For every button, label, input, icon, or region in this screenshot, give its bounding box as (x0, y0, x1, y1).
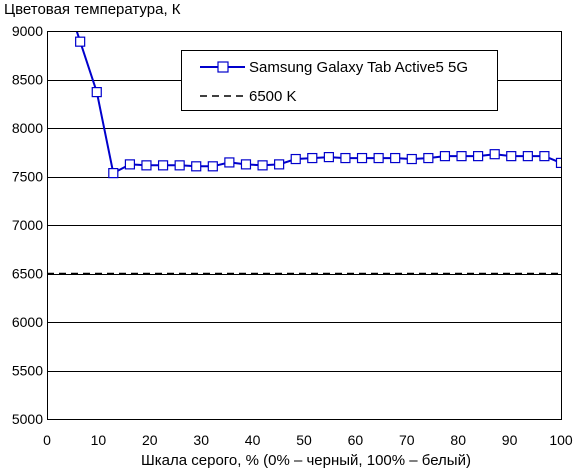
data-point-samsung (257, 160, 268, 171)
data-point-samsung (456, 151, 467, 162)
x-tick-label: 40 (245, 432, 261, 448)
data-point-samsung (240, 159, 252, 170)
series-layer (47, 31, 561, 275)
y-tick-label: 5000 (12, 411, 43, 427)
data-point-samsung (506, 151, 517, 162)
data-point-samsung (423, 152, 434, 164)
data-point-samsung (174, 160, 185, 171)
x-tick-label: 0 (43, 432, 51, 448)
x-tick-labels: 0 10 20 30 40 50 60 70 80 90 100 (43, 432, 573, 448)
data-point-samsung (157, 160, 169, 171)
data-point-samsung (539, 151, 550, 162)
data-point-samsung (489, 149, 500, 160)
legend-label-6500: 6500 K (249, 88, 297, 105)
data-point-samsung (373, 152, 384, 164)
x-tick-label: 70 (399, 432, 415, 448)
legend: Samsung Galaxy Tab Active5 5G 6500 K (181, 50, 498, 111)
y-tick-label: 9000 (12, 23, 43, 39)
data-point-samsung (406, 153, 417, 165)
y-tick-label: 8500 (12, 72, 43, 88)
x-tick-label: 90 (502, 432, 518, 448)
data-point-samsung (323, 152, 334, 163)
legend-marker-samsung (217, 61, 229, 73)
y-tick-labels: 5000 5500 6000 6500 7000 7500 8000 8500 9000 (12, 23, 43, 427)
y-tick-label: 6000 (12, 314, 43, 330)
data-point-samsung (390, 152, 401, 164)
plot-frame (47, 31, 562, 420)
y-tick-label: 7000 (12, 217, 43, 233)
x-tick-label: 80 (450, 432, 466, 448)
data-point-samsung (274, 159, 285, 170)
data-point-samsung (207, 161, 218, 172)
data-point-samsung (124, 159, 136, 170)
x-axis-title: Шкала серого, % (0% – черный, 100% – бел… (141, 452, 471, 469)
data-point-samsung (141, 160, 152, 171)
data-point-samsung (75, 36, 86, 47)
x-tick-label: 20 (142, 432, 158, 448)
data-point-samsung (290, 153, 301, 165)
x-tick-label: 10 (91, 432, 107, 448)
data-point-samsung (191, 161, 202, 172)
data-point-samsung (108, 168, 119, 179)
y-tick-label: 5500 (12, 363, 43, 379)
data-point-samsung (340, 152, 351, 164)
data-point-samsung (224, 157, 235, 168)
data-point-samsung (439, 151, 451, 162)
data-point-samsung (91, 87, 102, 98)
legend-box (181, 50, 498, 111)
x-tick-label: 50 (296, 432, 312, 448)
data-point-samsung (307, 152, 318, 164)
data-point-samsung (472, 151, 484, 162)
y-tick-label: 6500 (12, 266, 43, 282)
data-point-samsung (522, 151, 533, 162)
x-tick-label: 100 (549, 432, 573, 448)
data-point-samsung (356, 152, 368, 164)
y-axis-title: Цветовая температура, К (4, 1, 181, 18)
y-tick-label: 7500 (12, 169, 43, 185)
x-tick-label: 30 (193, 432, 209, 448)
data-point-samsung (555, 157, 561, 169)
legend-label-samsung: Samsung Galaxy Tab Active5 5G (249, 59, 468, 76)
x-tick-label: 60 (348, 432, 364, 448)
y-tick-label: 8000 (12, 120, 43, 136)
